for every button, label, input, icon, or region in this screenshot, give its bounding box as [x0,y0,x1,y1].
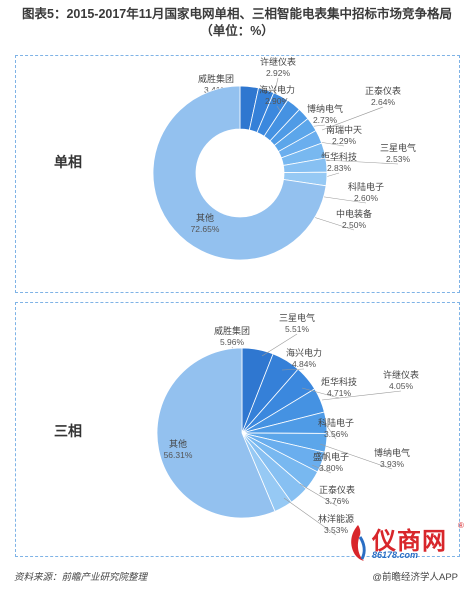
chart2-label-value-3: 4.71% [327,388,352,398]
source-note: 资料来源：前瞻产业研究院整理 [14,572,148,583]
watermark-url: 86178.com [372,550,419,560]
watermark-registered: ® [458,521,464,530]
chart2-label-value-6: 3.93% [380,459,405,469]
three-phase-label: 三相 [54,423,82,439]
chart1-label-value-5: 2.64% [371,97,396,107]
chart1-label-name-0: 威胜集团 [198,73,234,84]
chart2-leader-6 [319,443,393,470]
chart2-label-name-7: 盛帆电子 [313,451,349,462]
chart1-label-value-7: 2.83% [327,163,352,173]
chart2-label-value-4: 4.05% [389,381,414,391]
chart1-slice-10 [152,85,327,261]
chart1-label-value-3: 2.73% [313,115,338,125]
chart1-label-value-9: 2.50% [342,220,367,230]
single-phase-panel: 单相 [15,55,460,293]
chart1-label-name-5: 正泰仪表 [365,85,401,96]
watermark-text: 仪商网 [372,526,447,555]
chart1-label-name-2: 海兴电力 [259,84,295,95]
chart2-label-value-2: 4.84% [292,359,317,369]
chart1-label-name-6: 三星电气 [380,142,416,153]
chart1-label-name-10: 其他 [196,212,214,223]
chart2-label-name-4: 许继仪表 [383,369,419,380]
chart1-label-value-6: 2.53% [386,154,411,164]
chart2-label-name-9: 林洋能源 [318,513,354,524]
chart1-label-name-3: 博纳电气 [307,103,343,114]
chart2-slice-10 [156,347,276,519]
chart1-leader-6 [323,159,399,165]
chart1-label-name-4: 南瑞中天 [326,124,362,135]
chart1-label-name-9: 中电装备 [336,208,372,219]
chart2-label-value-5: 3.56% [324,429,349,439]
chart1-leader-5 [321,106,384,131]
chart1-label-value-2: 2.90% [265,96,290,106]
chart-title: 图表5：2015-2017年11月国家电网单相、三相智能电表集中招标市场竞争格局… [0,6,474,40]
chart2-label-value-1: 5.51% [285,324,310,334]
chart2-label-name-2: 海兴电力 [286,347,322,358]
chart-title-line1: 图表5：2015-2017年11月国家电网单相、三相智能电表集中招标市场竞争格局 [22,7,452,21]
chart2-leader-3 [301,387,340,399]
chart-title-line2: （单位：%） [200,24,274,38]
chart2-label-name-1: 三星电气 [279,312,315,323]
chart2-label-name-3: 炬华科技 [321,376,357,387]
app-credit: @前瞻经济学人APP [372,572,458,583]
chart2-label-value-9: 3.53% [324,525,349,535]
chart2-label-value-10: 56.31% [164,450,193,460]
chart2-leader-9 [283,497,337,536]
chart2-leader-4 [321,390,402,401]
chart1-label-value-1: 2.92% [266,68,291,78]
chart1-label-value-4: 2.29% [332,136,357,146]
chart2-leader-8 [299,483,338,507]
chart2-label-name-0: 威胜集团 [214,325,250,336]
chart1-label-value-10: 72.65% [191,224,220,234]
chart1-label-name-1: 许继仪表 [260,56,296,67]
three-phase-panel: 三相 [15,302,460,557]
chart2-leader-7 [311,464,332,474]
watermark-logo: 仪商网 ® 86178.com [342,521,470,567]
chart1-label-name-7: 炬华科技 [321,151,357,162]
watermark-mark-icon [351,525,366,561]
chart1-leader-8 [317,195,367,204]
single-phase-label: 单相 [54,154,82,170]
chart2-label-name-5: 科陆电子 [318,417,354,428]
chart2-leader-2 [281,368,305,371]
chart1-label-value-8: 2.60% [354,193,379,203]
chart1-label-name-8: 科陆电子 [348,181,384,192]
chart2-leader-5 [323,421,337,440]
chart2-label-value-8: 3.76% [325,496,350,506]
chart2-label-value-7: 3.80% [319,463,344,473]
chart2-label-name-10: 其他 [169,438,187,449]
chart2-label-name-8: 正泰仪表 [319,484,355,495]
chart2-leader-1 [261,333,298,357]
chart2-label-name-6: 博纳电气 [374,447,410,458]
chart2-label-value-0: 5.96% [220,337,245,347]
